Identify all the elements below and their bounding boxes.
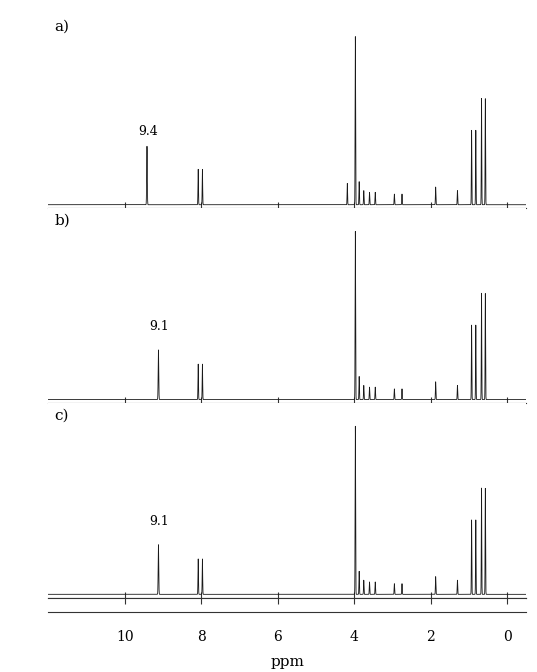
Text: b): b) <box>54 214 70 228</box>
Text: 8: 8 <box>197 630 206 644</box>
Text: 2: 2 <box>426 630 435 644</box>
Text: 4: 4 <box>350 630 359 644</box>
Text: 9.4: 9.4 <box>138 125 158 138</box>
Text: 10: 10 <box>116 630 134 644</box>
Text: 6: 6 <box>273 630 282 644</box>
Text: 9.1: 9.1 <box>149 320 169 333</box>
Text: 0: 0 <box>503 630 512 644</box>
Text: a): a) <box>54 19 69 34</box>
Text: 9.1: 9.1 <box>149 515 169 528</box>
Text: c): c) <box>54 409 69 423</box>
Text: ppm: ppm <box>270 655 304 669</box>
